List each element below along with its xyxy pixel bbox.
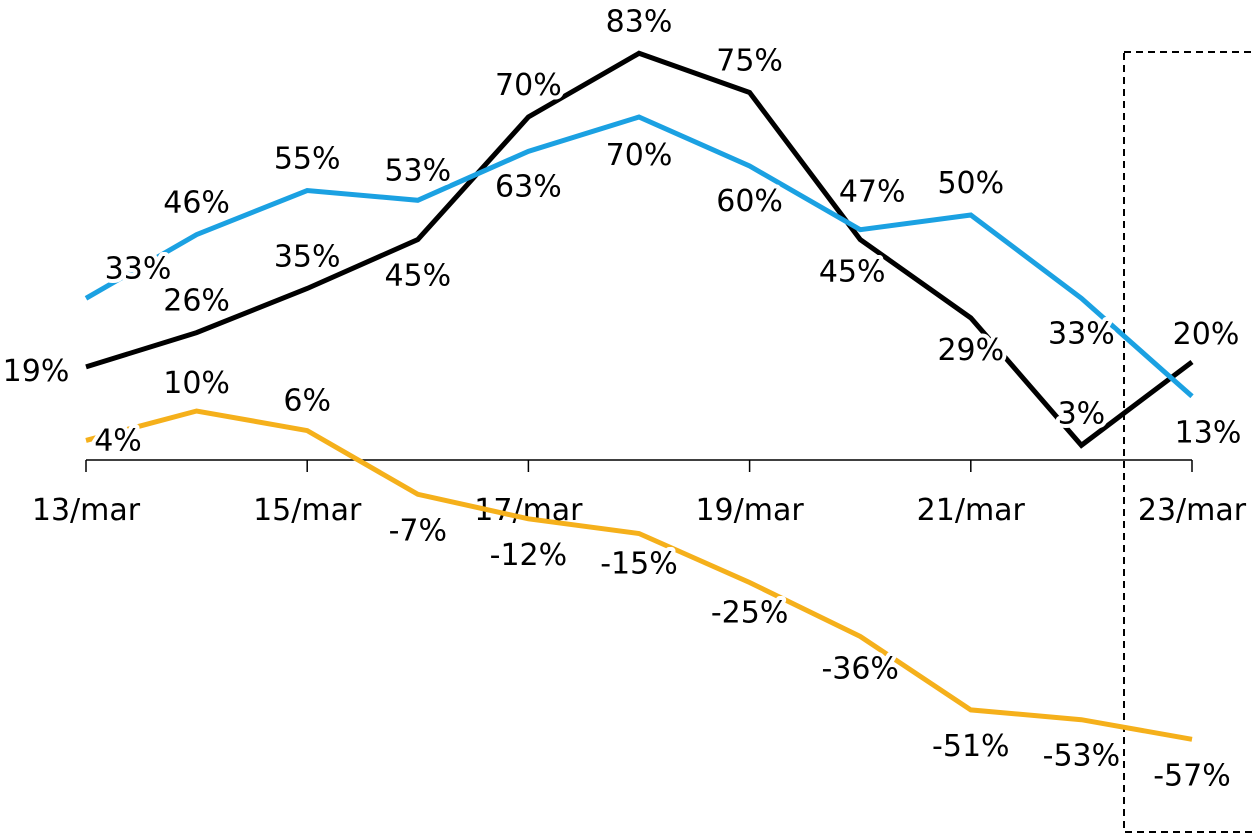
data-label: 13%: [1175, 415, 1242, 450]
data-label: -53%: [1043, 739, 1121, 774]
series-line-2: [84, 114, 1194, 399]
data-label: 19%: [3, 354, 70, 389]
series-line-1: [85, 50, 1194, 449]
x-tick-label: 13/mar: [32, 493, 141, 528]
data-label: -57%: [1153, 758, 1231, 793]
x-tick-label: 19/mar: [695, 493, 804, 528]
data-label: 83%: [606, 4, 673, 39]
data-label: 50%: [937, 166, 1004, 201]
data-label: -51%: [932, 729, 1010, 764]
x-tick-label: 15/mar: [253, 493, 362, 528]
x-tick-label: 21/mar: [917, 493, 1026, 528]
data-label: 6%: [283, 384, 331, 419]
data-label: 35%: [274, 240, 341, 275]
data-label: 70%: [495, 68, 562, 103]
series-line-3: [85, 408, 1193, 742]
data-label: -7%: [389, 513, 447, 548]
data-label: 45%: [384, 259, 451, 294]
data-label: 45%: [819, 255, 886, 290]
data-label: -25%: [711, 596, 789, 631]
data-label: 33%: [1048, 316, 1115, 351]
data-label: 4%: [94, 423, 142, 458]
data-label: 53%: [384, 153, 451, 188]
highlight-box: [1123, 51, 1255, 833]
data-label: 75%: [716, 44, 783, 79]
data-label: 70%: [606, 138, 673, 173]
data-label: 26%: [163, 284, 230, 319]
data-label: 3%: [1058, 396, 1106, 431]
x-tick-label: 23/mar: [1138, 493, 1247, 528]
data-label: -36%: [821, 651, 899, 686]
data-label: 20%: [1173, 317, 1240, 352]
data-label: 33%: [105, 251, 172, 286]
data-label: 47%: [839, 175, 906, 210]
data-label: 63%: [495, 169, 562, 204]
data-label: -15%: [600, 547, 678, 582]
data-label: 29%: [937, 333, 1004, 368]
data-label: 60%: [716, 184, 783, 219]
data-label: 46%: [163, 186, 230, 221]
data-label: 10%: [163, 366, 230, 401]
data-label: 55%: [274, 142, 341, 177]
data-label: -12%: [490, 538, 568, 573]
